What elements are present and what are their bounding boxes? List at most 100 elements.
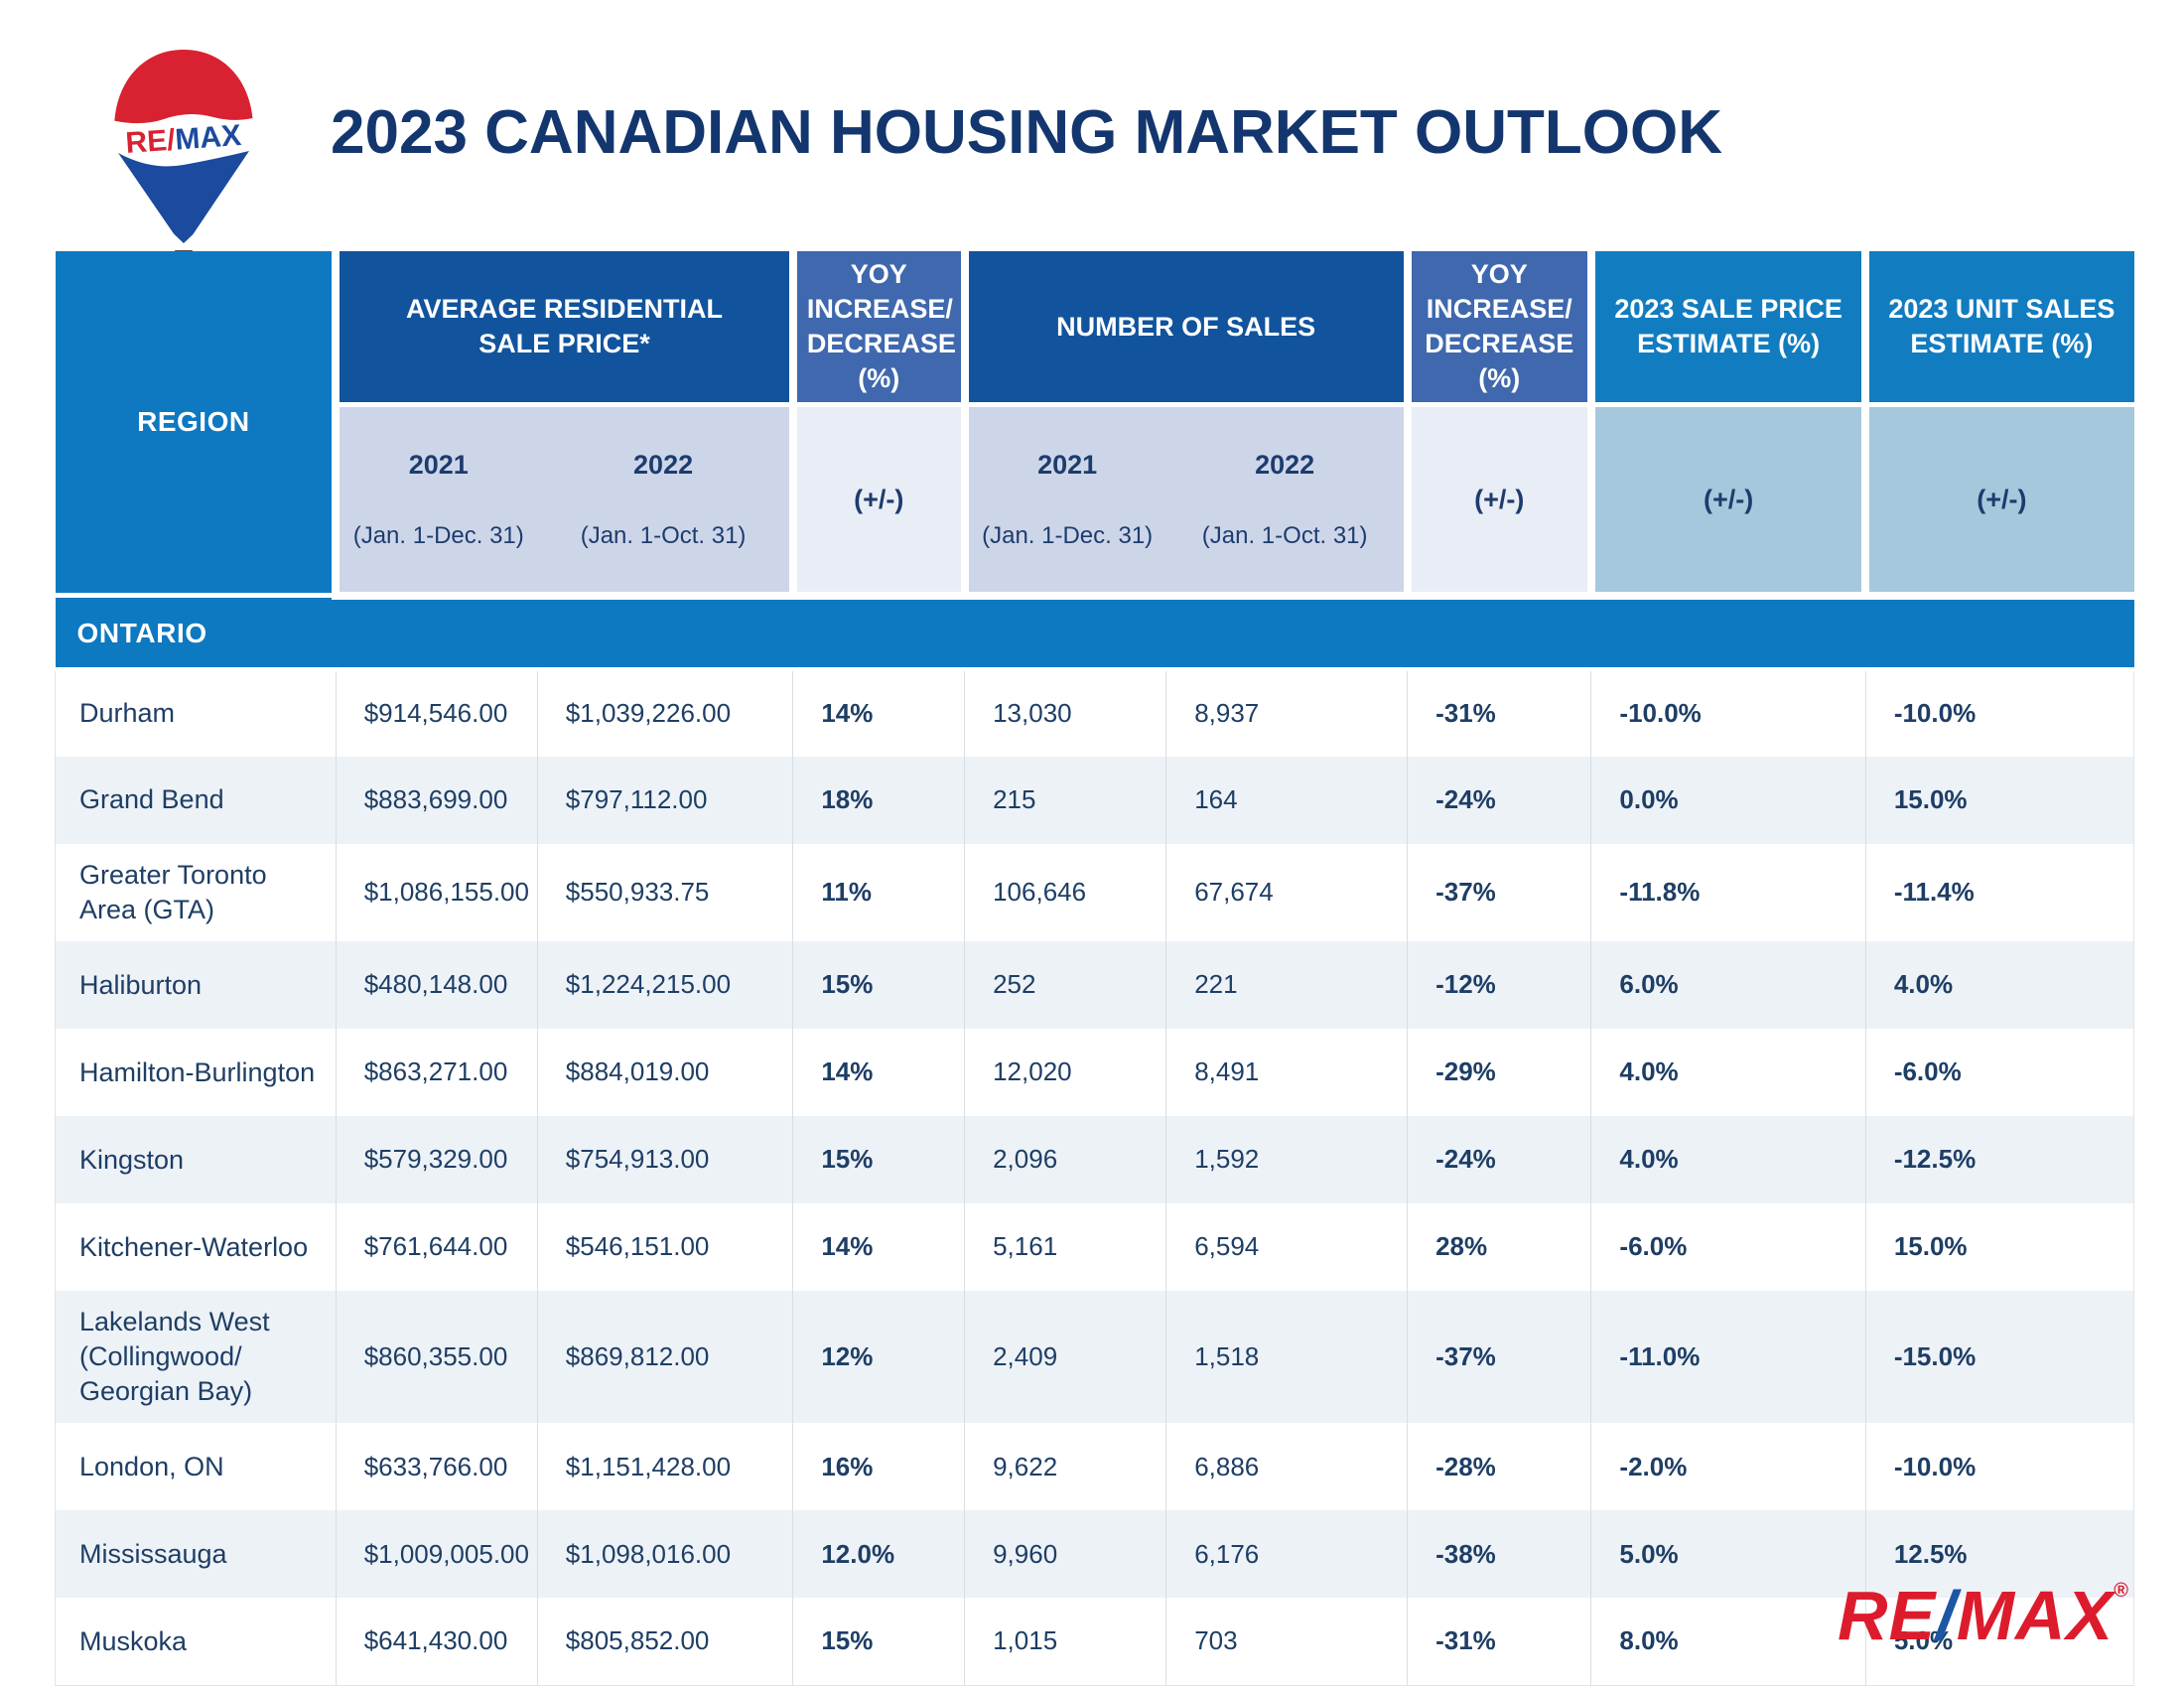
cell-yoy-sales: -12% [1407, 941, 1592, 1030]
subheader-range: (Jan. 1-Dec. 31) [352, 521, 524, 549]
cell-price-2022: $550,933.75 [537, 843, 794, 942]
cell-yoy-sales: 28% [1407, 1203, 1592, 1292]
cell-yoy-price: 15% [792, 1116, 966, 1204]
cell-price-2021: $641,430.00 [336, 1598, 538, 1686]
subheader-est-price-pm: (+/-) [1586, 404, 1866, 600]
cell-yoy-price: 16% [792, 1423, 966, 1511]
cell-est-price-2023: 5.0% [1590, 1510, 1866, 1599]
table-row: Kitchener-Waterloo $761,644.00 $546,151.… [55, 1203, 2135, 1292]
subheader-price-2022: 2022 (Jan. 1-Oct. 31) [537, 404, 793, 600]
cell-region: Grand Bend [55, 756, 337, 844]
cell-price-2022: $797,112.00 [537, 756, 794, 844]
cell-region: London, ON [55, 1423, 337, 1511]
cell-region: Durham [55, 668, 337, 757]
table-row: Lakelands West (Collingwood/ Georgian Ba… [55, 1291, 2135, 1424]
cell-price-2021: $1,086,155.00 [336, 843, 538, 942]
subheader-year: 2022 [633, 450, 694, 481]
housing-outlook-table: REGION AVERAGE RESIDENTIAL SALE PRICE* Y… [55, 251, 2135, 1686]
cell-price-2021: $480,148.00 [336, 941, 538, 1030]
subheader-year: 2022 [1255, 450, 1315, 481]
cell-sales-2022: 221 [1165, 941, 1409, 1030]
cell-yoy-sales: -28% [1407, 1423, 1592, 1511]
cell-sales-2021: 9,960 [964, 1510, 1167, 1599]
wordmark-re: RE [1837, 1577, 1937, 1654]
cell-sales-2021: 9,622 [964, 1423, 1167, 1511]
cell-price-2022: $1,224,215.00 [537, 941, 794, 1030]
cell-est-units-2023: -11.4% [1865, 843, 2135, 942]
cell-est-units-2023: 15.0% [1865, 1203, 2135, 1292]
cell-sales-2022: 6,886 [1165, 1423, 1409, 1511]
cell-price-2022: $546,151.00 [537, 1203, 794, 1292]
cell-yoy-sales: -31% [1407, 668, 1592, 757]
cell-sales-2022: 8,937 [1165, 668, 1409, 757]
cell-yoy-price: 14% [792, 1203, 966, 1292]
cell-est-units-2023: 4.0% [1865, 941, 2135, 1030]
cell-price-2022: $884,019.00 [537, 1029, 794, 1117]
cell-yoy-sales: -38% [1407, 1510, 1592, 1599]
cell-price-2022: $805,852.00 [537, 1598, 794, 1686]
cell-est-units-2023: 5.0% [1865, 1598, 2135, 1686]
cell-sales-2022: 1,518 [1165, 1291, 1409, 1424]
cell-sales-2021: 106,646 [964, 843, 1167, 942]
cell-yoy-price: 14% [792, 1029, 966, 1117]
subheader-price-2021: 2021 (Jan. 1-Dec. 31) [332, 404, 538, 600]
subheader-range: (Jan. 1-Oct. 31) [580, 521, 747, 549]
table-row: Kingston $579,329.00 $754,913.00 15% 2,0… [55, 1116, 2135, 1204]
registered-mark: ® [2114, 1580, 2129, 1602]
cell-region: Haliburton [55, 941, 337, 1030]
cell-region: Lakelands West (Collingwood/ Georgian Ba… [55, 1291, 337, 1424]
cell-yoy-price: 12% [792, 1291, 966, 1424]
cell-yoy-price: 15% [792, 1598, 966, 1686]
cell-est-units-2023: -12.5% [1865, 1116, 2135, 1204]
cell-est-price-2023: 4.0% [1590, 1116, 1866, 1204]
subheader-est-units-pm: (+/-) [1861, 404, 2134, 600]
col-header-avg-price: AVERAGE RESIDENTIAL SALE PRICE* [332, 251, 793, 408]
cell-est-price-2023: 8.0% [1590, 1598, 1866, 1686]
cell-region: Muskoka [55, 1598, 337, 1686]
table-row: Haliburton $480,148.00 $1,224,215.00 15%… [55, 941, 2135, 1030]
cell-price-2022: $1,098,016.00 [537, 1510, 794, 1599]
masthead: RE/MAX ® 2023 CANADIAN HOUSING MARKET OU… [94, 40, 2129, 269]
cell-est-price-2023: -11.0% [1590, 1291, 1866, 1424]
cell-sales-2021: 2,409 [964, 1291, 1167, 1424]
cell-est-price-2023: -6.0% [1590, 1203, 1866, 1292]
table-row: Durham $914,546.00 $1,039,226.00 14% 13,… [55, 668, 2135, 757]
cell-sales-2022: 67,674 [1165, 843, 1409, 942]
cell-yoy-price: 14% [792, 668, 966, 757]
col-header-yoy-sales: YOY INCREASE/ DECREASE (%) [1403, 251, 1591, 408]
cell-region: Hamilton-Burlington [55, 1029, 337, 1117]
cell-sales-2021: 12,020 [964, 1029, 1167, 1117]
cell-est-price-2023: 6.0% [1590, 941, 1866, 1030]
table-row: London, ON $633,766.00 $1,151,428.00 16%… [55, 1423, 2135, 1511]
subheader-yoy-sales-pm: (+/-) [1403, 404, 1591, 600]
cell-yoy-sales: -24% [1407, 1116, 1592, 1204]
subheader-year: 2021 [1037, 450, 1098, 481]
cell-price-2022: $1,151,428.00 [537, 1423, 794, 1511]
cell-sales-2022: 6,176 [1165, 1510, 1409, 1599]
cell-price-2021: $579,329.00 [336, 1116, 538, 1204]
cell-est-units-2023: 12.5% [1865, 1510, 2135, 1599]
cell-est-units-2023: 15.0% [1865, 756, 2135, 844]
svg-text:RE/MAX: RE/MAX [124, 119, 242, 160]
table-row: Muskoka $641,430.00 $805,852.00 15% 1,01… [55, 1598, 2135, 1686]
cell-est-units-2023: -10.0% [1865, 668, 2135, 757]
cell-yoy-sales: -31% [1407, 1598, 1592, 1686]
cell-sales-2022: 6,594 [1165, 1203, 1409, 1292]
cell-price-2022: $1,039,226.00 [537, 668, 794, 757]
subheader-sales-2022: 2022 (Jan. 1-Oct. 31) [1165, 404, 1408, 600]
cell-yoy-sales: -37% [1407, 843, 1592, 942]
cell-sales-2022: 1,592 [1165, 1116, 1409, 1204]
cell-yoy-price: 12.0% [792, 1510, 966, 1599]
cell-price-2021: $633,766.00 [336, 1423, 538, 1511]
cell-sales-2022: 8,491 [1165, 1029, 1409, 1117]
col-header-yoy-price: YOY INCREASE/ DECREASE (%) [788, 251, 965, 408]
cell-yoy-price: 18% [792, 756, 966, 844]
cell-yoy-price: 11% [792, 843, 966, 942]
table-row: Mississauga $1,009,005.00 $1,098,016.00 … [55, 1510, 2135, 1599]
cell-price-2022: $869,812.00 [537, 1291, 794, 1424]
cell-sales-2021: 5,161 [964, 1203, 1167, 1292]
cell-est-price-2023: -10.0% [1590, 668, 1866, 757]
table-row: Hamilton-Burlington $863,271.00 $884,019… [55, 1029, 2135, 1117]
wordmark-slash: / [1936, 1577, 1957, 1654]
subheader-sales-2021: 2021 (Jan. 1-Dec. 31) [960, 404, 1166, 600]
